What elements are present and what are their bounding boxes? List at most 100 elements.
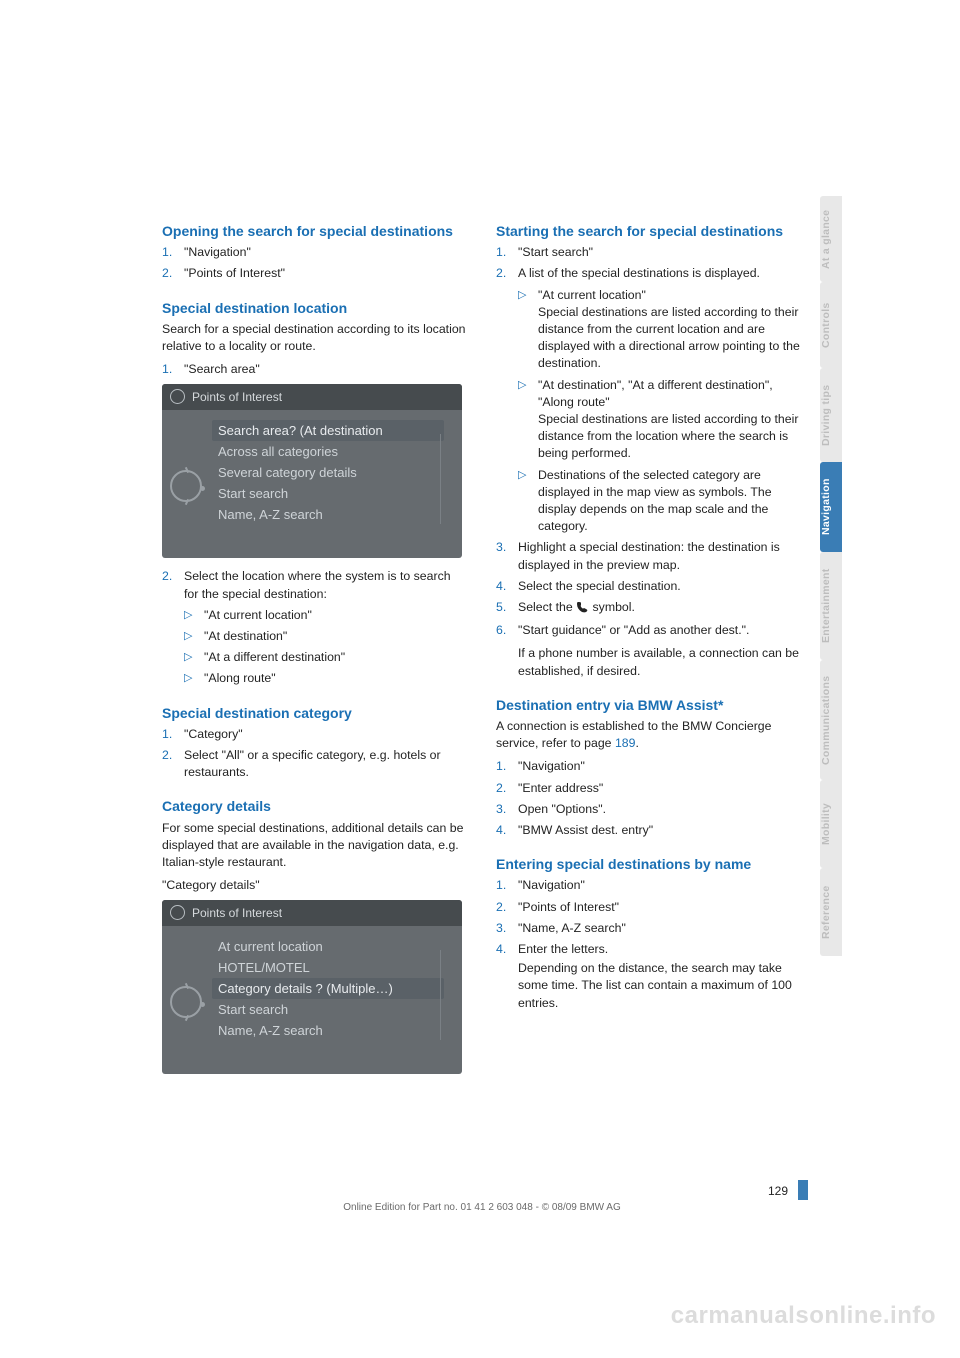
screenshot-menu-item: At current location <box>218 936 444 957</box>
list-item: 1."Search area" <box>162 361 468 378</box>
list-location-cont: 2.Select the location where the system i… <box>162 568 468 687</box>
list-item-text: "Start guidance" or "Add as another dest… <box>518 623 749 637</box>
list-item-text: Select the special destination. <box>518 579 681 593</box>
side-tab-entertainment[interactable]: Entertainment <box>820 552 842 660</box>
idrive-screenshot: Points of Interest Search area? (At dest… <box>162 384 462 558</box>
screenshot-menu-item: Category details ? (Multiple…) <box>212 978 444 999</box>
sublist-item-body: Destinations of the selected category ar… <box>538 467 802 536</box>
sublist-item-body: Special destinations are listed accordin… <box>538 304 802 373</box>
list-item-text: "Points of Interest" <box>518 900 619 914</box>
paragraph: A connection is established to the BMW C… <box>496 718 802 752</box>
page-link[interactable]: 189 <box>615 736 636 750</box>
side-tab-reference[interactable]: Reference <box>820 868 842 956</box>
list-item-text: Select "All" or a specific category, e.g… <box>184 748 441 779</box>
sublist-item: "At current location"Special destination… <box>518 287 802 373</box>
list-item-text: Select the location where the system is … <box>184 569 451 600</box>
screenshot-menu-item: Across all categories <box>218 441 444 462</box>
heading-by-name: Entering special destinations by name <box>496 855 802 873</box>
list-item: 5. Select the symbol. <box>496 599 802 618</box>
list-item: 2."Points of Interest" <box>162 265 468 282</box>
paragraph: "Category details" <box>162 877 468 894</box>
sublist-item-title: "At destination", "At a different destin… <box>538 377 802 411</box>
sublist-location-options: "At current location" "At destination" "… <box>184 607 468 688</box>
list-item: 1."Navigation" <box>496 758 802 775</box>
sublist-item: "At destination", "At a different destin… <box>518 377 802 463</box>
paragraph: For some special destinations, additiona… <box>162 820 468 872</box>
screenshot-title: Points of Interest <box>192 906 282 920</box>
paragraph: If a phone number is available, a connec… <box>518 645 802 679</box>
list-opening-search: 1."Navigation" 2."Points of Interest" <box>162 244 468 282</box>
list-item: 6."Start guidance" or "Add as another de… <box>496 622 802 680</box>
side-tab-driving-tips[interactable]: Driving tips <box>820 368 842 462</box>
sublist-item: "Along route" <box>184 670 468 687</box>
screenshot-menu-item: Name, A-Z search <box>218 1020 444 1041</box>
page: Opening the search for special destinati… <box>0 0 960 1358</box>
globe-icon <box>170 905 185 920</box>
list-item-text: Enter the letters. <box>518 942 608 956</box>
page-number: 129 <box>768 1184 798 1198</box>
list-item: 4."BMW Assist dest. entry" <box>496 822 802 839</box>
side-tab-at-a-glance[interactable]: At a glance <box>820 196 842 282</box>
list-item: 2."Points of Interest" <box>496 899 802 916</box>
screenshot-right-edge <box>440 434 456 524</box>
screenshot-menu-item: Name, A-Z search <box>218 504 444 525</box>
sublist-item-body: Special destinations are listed accordin… <box>538 411 802 463</box>
list-item: 3."Name, A-Z search" <box>496 920 802 937</box>
sublist-start-options: "At current location"Special destination… <box>518 287 802 536</box>
idrive-screenshot: Points of Interest At current locationHO… <box>162 900 462 1074</box>
text-fragment: . <box>635 736 638 750</box>
screenshot-right-edge <box>440 950 456 1040</box>
sublist-item-title: "At current location" <box>538 287 802 304</box>
heading-category-details: Category details <box>162 797 468 815</box>
side-tab-navigation[interactable]: Navigation <box>820 462 842 552</box>
screenshot-menu: Search area? (At destinationAcross all c… <box>162 410 462 535</box>
list-item-text: "Name, A-Z search" <box>518 921 626 935</box>
list-item-text: "Points of Interest" <box>184 266 285 280</box>
list-bmw-assist: 1."Navigation" 2."Enter address" 3.Open … <box>496 758 802 839</box>
list-item: 2.A list of the special destinations is … <box>496 265 802 535</box>
list-item: 1."Navigation" <box>162 244 468 261</box>
list-item: 1."Category" <box>162 726 468 743</box>
sublist-item: "At a different destination" <box>184 649 468 666</box>
list-item-text: "Category" <box>184 727 243 741</box>
heading-destination-category: Special destination category <box>162 704 468 722</box>
heading-starting-search: Starting the search for special destinat… <box>496 222 802 240</box>
list-item-text: "Navigation" <box>184 245 251 259</box>
paragraph: Search for a special destination accordi… <box>162 321 468 355</box>
side-tab-communications[interactable]: Communications <box>820 660 842 780</box>
list-item-text: Open "Options". <box>518 802 606 816</box>
side-tab-mobility[interactable]: Mobility <box>820 780 842 868</box>
screenshot-menu-item: Several category details <box>218 462 444 483</box>
heading-bmw-assist: Destination entry via BMW Assist* <box>496 696 802 714</box>
screenshot-titlebar: Points of Interest <box>162 384 462 410</box>
list-item-text: "Navigation" <box>518 878 585 892</box>
screenshot-menu-item: HOTEL/MOTEL <box>218 957 444 978</box>
sublist-item: "At destination" <box>184 628 468 645</box>
list-item-text: A list of the special destinations is di… <box>518 266 760 280</box>
page-number-bar <box>798 1180 808 1200</box>
screenshot-menu: At current locationHOTEL/MOTELCategory d… <box>162 926 462 1051</box>
side-tabs: At a glanceControlsDriving tipsNavigatio… <box>820 196 842 956</box>
list-item-text: "Enter address" <box>518 781 603 795</box>
list-item: 1."Navigation" <box>496 877 802 894</box>
side-tab-controls[interactable]: Controls <box>820 282 842 368</box>
list-category: 1."Category" 2.Select "All" or a specifi… <box>162 726 468 782</box>
list-item-text: "BMW Assist dest. entry" <box>518 823 653 837</box>
list-item: 3.Highlight a special destination: the d… <box>496 539 802 573</box>
heading-opening-search: Opening the search for special destinati… <box>162 222 468 240</box>
list-item: 2.Select "All" or a specific category, e… <box>162 747 468 781</box>
list-location: 1."Search area" <box>162 361 468 378</box>
screenshot-menu-item: Start search <box>218 999 444 1020</box>
paragraph: Depending on the distance, the search ma… <box>518 960 802 1012</box>
page-number-text: 129 <box>768 1184 788 1198</box>
list-item: 4.Enter the letters. Depending on the di… <box>496 941 802 1012</box>
right-column: Starting the search for special destinat… <box>496 222 802 1084</box>
page-footer: 129 Online Edition for Part no. 01 41 2 … <box>162 1182 802 1213</box>
list-item: 3.Open "Options". <box>496 801 802 818</box>
list-item-text: "Start search" <box>518 245 593 259</box>
footer-line: Online Edition for Part no. 01 41 2 603 … <box>162 1202 802 1213</box>
sublist-item: Destinations of the selected category ar… <box>518 467 802 536</box>
list-item: 2."Enter address" <box>496 780 802 797</box>
content-columns: Opening the search for special destinati… <box>162 222 802 1084</box>
list-item-text: Highlight a special destination: the des… <box>518 540 780 571</box>
